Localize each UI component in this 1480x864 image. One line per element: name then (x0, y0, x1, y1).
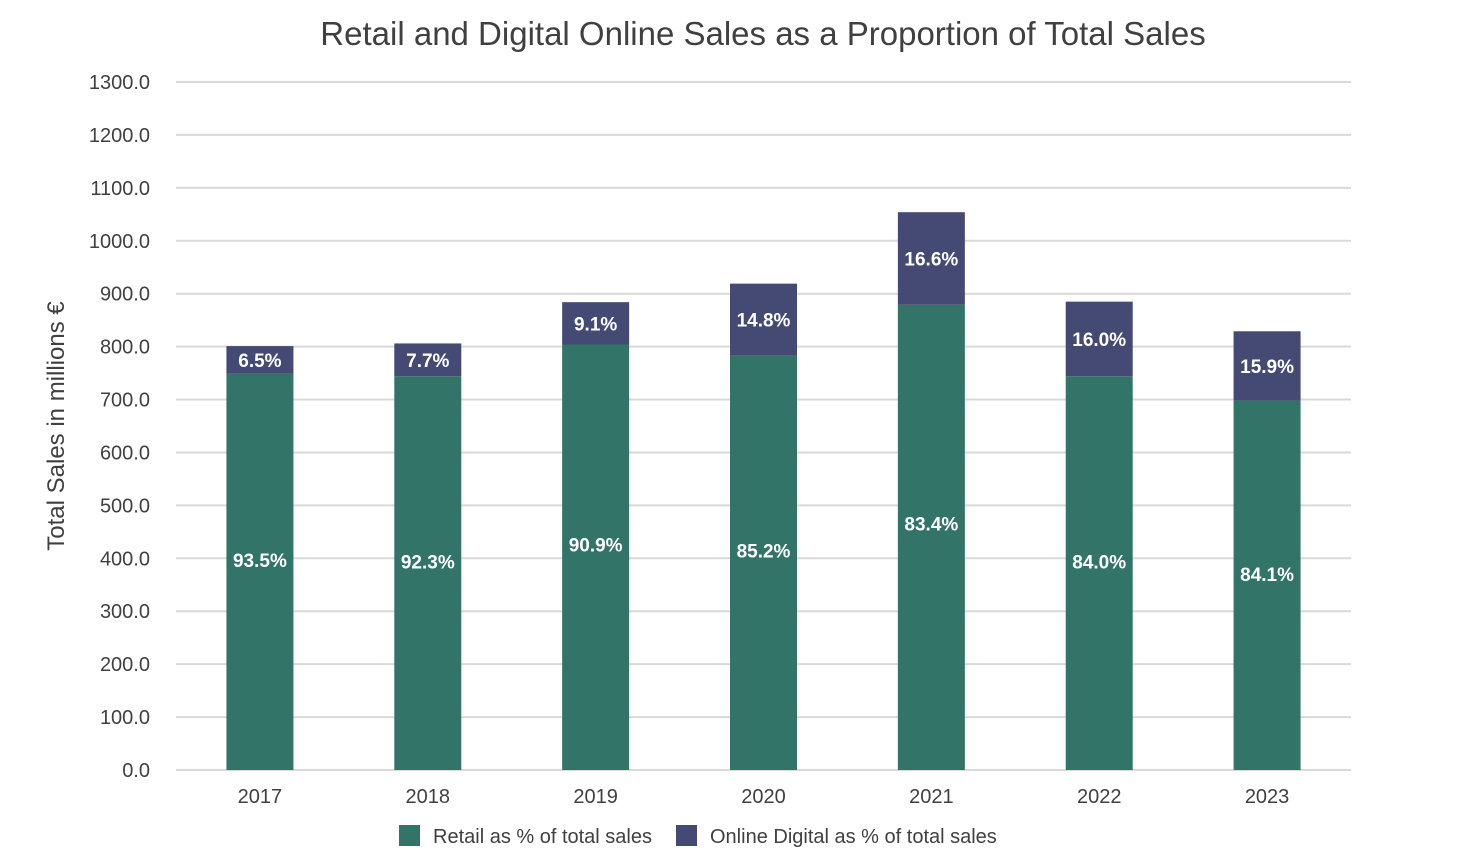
y-tick-label: 400.0 (100, 548, 150, 570)
data-label-online-digital: 7.7% (406, 351, 449, 372)
y-tick-label: 300.0 (100, 601, 150, 623)
bar-online-digital (562, 302, 630, 345)
data-label-retail: 84.1% (1240, 565, 1294, 586)
bar-retail (1065, 376, 1133, 770)
data-label-online-digital: 16.0% (1072, 330, 1126, 351)
bar-online-digital (394, 343, 462, 377)
bar-online-digital (1065, 301, 1133, 377)
y-tick-label: 1100.0 (90, 178, 150, 200)
bar-retail (226, 373, 294, 770)
y-tick-label: 1000.0 (89, 231, 150, 253)
x-tick-label: 2017 (238, 786, 283, 808)
x-tick-label: 2019 (573, 786, 618, 808)
y-tick-label: 800.0 (100, 337, 150, 359)
y-tick-label: 500.0 (100, 495, 150, 517)
bar-retail (730, 355, 797, 770)
legend: Retail as % of total sales Online Digital… (399, 825, 997, 848)
data-label-retail: 84.0% (1072, 552, 1126, 573)
data-label-retail: 90.9% (569, 535, 623, 556)
data-label-retail: 93.5% (233, 551, 287, 572)
y-tick-label: 600.0 (100, 442, 150, 464)
y-tick-label: 1200.0 (89, 125, 150, 147)
data-label-online-digital: 16.6% (904, 249, 958, 270)
data-label-retail: 83.4% (904, 514, 958, 535)
bar-retail (1233, 400, 1301, 770)
bar-retail (394, 376, 462, 770)
data-label-retail: 85.2% (737, 541, 791, 562)
x-axis-ticks: 2017 2018 2019 2020 2021 2022 2023 (238, 786, 1290, 808)
y-axis-ticks: 0.0 100.0 200.0 300.0 400.0 500.0 600.0 700.0 80… (89, 72, 150, 782)
bar-retail (562, 344, 630, 770)
chart-title: Retail and Digital Online Sales as a Pro… (320, 15, 1205, 52)
bar-online-digital (226, 346, 294, 374)
x-tick-label: 2023 (1245, 786, 1290, 808)
y-tick-label: 900.0 (100, 284, 150, 306)
y-tick-label: 100.0 (100, 707, 150, 729)
bar-online-digital (897, 212, 965, 305)
legend-swatch-online-digital (676, 825, 697, 846)
x-tick-label: 2022 (1077, 786, 1122, 808)
legend-label-online-digital: Online Digital as % of total sales (710, 826, 997, 848)
data-label-retail: 92.3% (401, 552, 455, 573)
y-tick-label: 0.0 (122, 760, 150, 782)
legend-label-retail: Retail as % of total sales (433, 826, 652, 848)
legend-swatch-retail (399, 825, 420, 846)
data-label-online-digital: 15.9% (1240, 357, 1294, 378)
bar-online-digital (730, 283, 797, 356)
x-tick-label: 2018 (406, 786, 451, 808)
bar-retail (897, 304, 965, 770)
data-label-online-digital: 6.5% (238, 351, 281, 372)
bar-online-digital (1233, 331, 1301, 401)
x-tick-label: 2020 (741, 786, 786, 808)
x-tick-label: 2021 (909, 786, 954, 808)
y-tick-label: 1300.0 (89, 72, 150, 94)
data-label-online-digital: 9.1% (574, 314, 617, 335)
data-label-online-digital: 14.8% (737, 311, 791, 332)
bars: 93.5% 6.5% 92.3% 7.7% 90.9% 9.1% 85.2% 14.8% 83.… (226, 212, 1301, 770)
y-tick-label: 700.0 (100, 390, 150, 412)
y-axis-label: Total Sales in millions € (43, 301, 70, 551)
y-tick-label: 200.0 (100, 654, 150, 676)
